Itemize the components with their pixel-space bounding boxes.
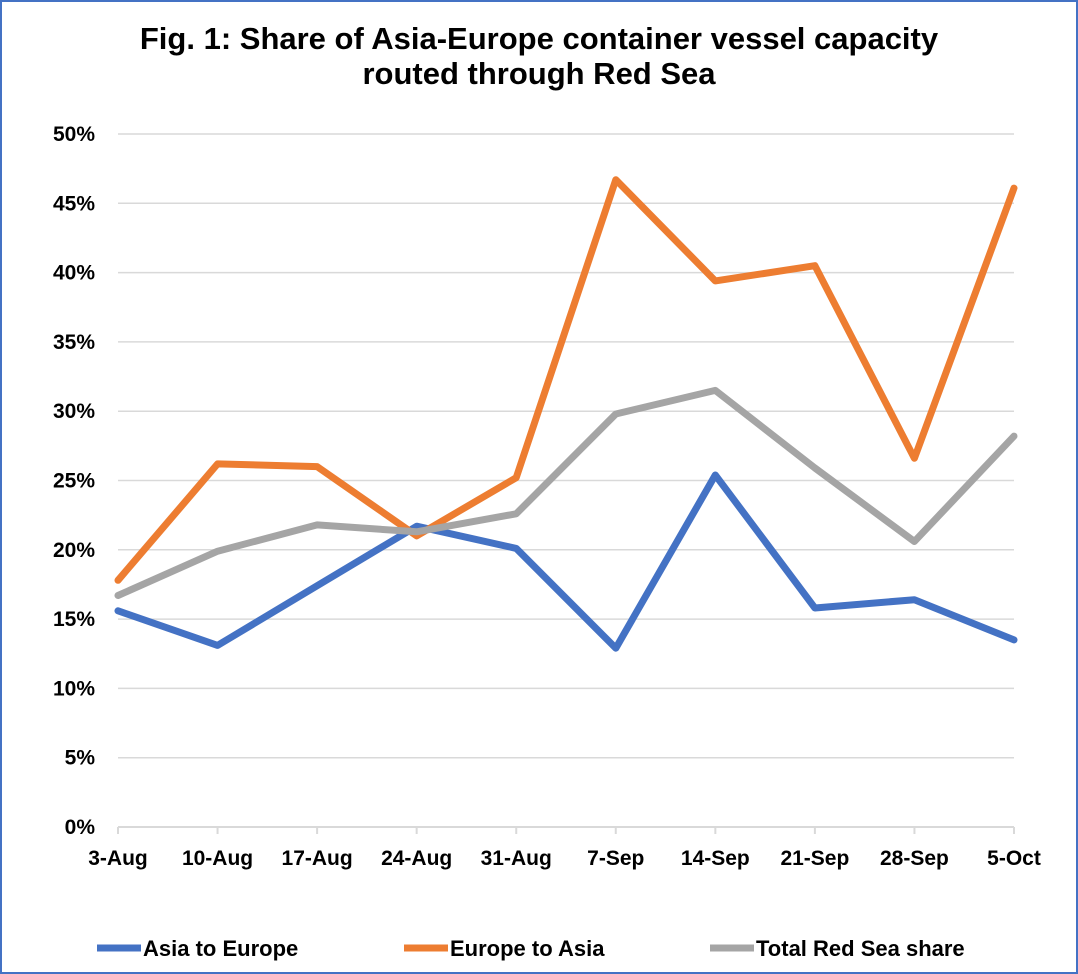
x-tick-label: 17-Aug bbox=[282, 847, 353, 870]
x-tick-label: 21-Sep bbox=[780, 847, 849, 870]
y-tick-label: 25% bbox=[53, 470, 95, 493]
x-tick-label: 3-Aug bbox=[88, 847, 148, 870]
legend-label: Asia to Europe bbox=[143, 936, 298, 961]
y-tick-label: 50% bbox=[53, 123, 95, 146]
y-tick-label: 20% bbox=[53, 539, 95, 562]
x-tick-label: 14-Sep bbox=[681, 847, 750, 870]
x-tick-label: 7-Sep bbox=[587, 847, 644, 870]
y-tick-label: 15% bbox=[53, 608, 95, 631]
y-tick-label: 0% bbox=[65, 816, 96, 839]
gridlines bbox=[118, 133, 1014, 759]
x-tick-label: 31-Aug bbox=[481, 847, 552, 870]
series-line-asia-to-europe bbox=[114, 471, 1018, 652]
y-tick-label: 10% bbox=[53, 677, 95, 700]
series-lines bbox=[114, 176, 1018, 652]
x-tick-label: 5-Oct bbox=[987, 847, 1041, 870]
legend-label: Europe to Asia bbox=[450, 936, 605, 961]
y-tick-label: 45% bbox=[53, 192, 95, 215]
x-tick-label: 24-Aug bbox=[381, 847, 452, 870]
chart-subtitle: routed through Red Sea bbox=[362, 56, 716, 91]
chart-title: Fig. 1: Share of Asia-Europe container v… bbox=[140, 21, 939, 56]
y-tick-label: 40% bbox=[53, 262, 95, 285]
series-line-total-red-sea-share bbox=[114, 386, 1018, 599]
x-axis: 3-Aug 10-Aug 17-Aug 24-Aug 31-Aug 7-Sep 14-Sep… bbox=[88, 826, 1041, 870]
y-tick-label: 5% bbox=[65, 747, 96, 770]
series-line-europe-to-asia bbox=[114, 176, 1018, 584]
y-tick-label: 30% bbox=[53, 400, 95, 423]
legend: Asia to Europe Europe to Asia Total Red Se… bbox=[97, 936, 965, 961]
y-tick-label: 35% bbox=[53, 331, 95, 354]
legend-label: Total Red Sea share bbox=[756, 936, 965, 961]
x-tick-label: 10-Aug bbox=[182, 847, 253, 870]
y-axis-ticks: 0% 5% 10% 15% 20% 25% 30% 35% 40% 45% 50% bbox=[53, 123, 95, 839]
x-tick-label: 28-Sep bbox=[880, 847, 949, 870]
